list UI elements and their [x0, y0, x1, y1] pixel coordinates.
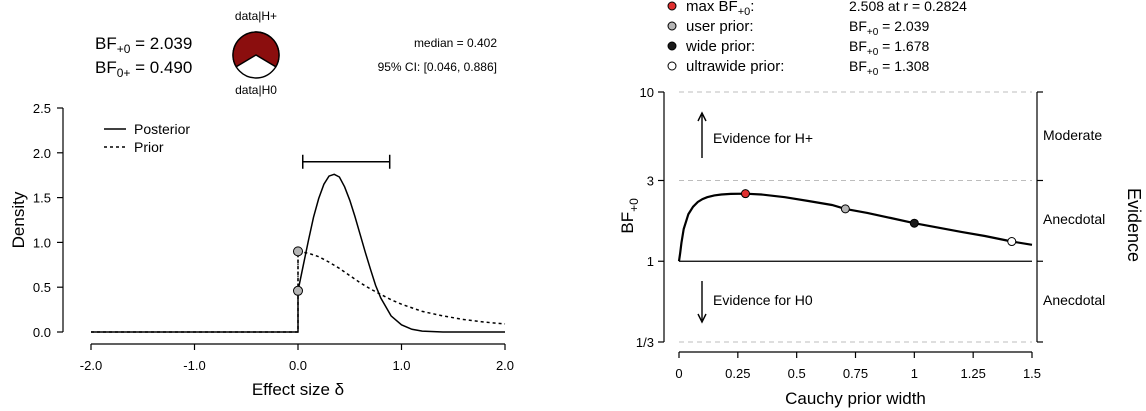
legend-max-bf-marker: [667, 1, 677, 11]
right-axes: 1/3 1 3 10 0 0.25 0.5 0.75 1 1.25 1.5 Cauchy prior …: [618, 85, 1043, 408]
bf-plus0-text: BF+0 = 2.039: [95, 34, 192, 56]
x-tick-label: 1.25: [961, 366, 986, 381]
y-tick-label: 3: [647, 173, 654, 188]
posterior-density-line: [91, 173, 505, 333]
arrow-down-head-icon: [697, 313, 707, 324]
x-tick-label: 1.5: [1023, 366, 1041, 381]
x-tick-label: 0.75: [843, 366, 868, 381]
prior-posterior-panel: BF+0 = 2.039 BF0+ = 0.490 data|H+ data|H…: [9, 9, 514, 399]
robustness-legend: max BF+0: 2.508 at r = 0.2824 user prior: B…: [667, 0, 967, 78]
legend-wide-prior-marker: [667, 41, 677, 51]
ci-text: 95% CI: [0.046, 0.886]: [378, 60, 497, 74]
y-tick-label: 1: [647, 254, 654, 269]
x-tick-label: 0: [675, 366, 682, 381]
y-tick-label: 0.0: [33, 325, 51, 340]
max-bf-point: [740, 189, 750, 199]
y-tick-label: 0.5: [33, 280, 51, 295]
legend-wide-prior-value: BF+0 = 1.678: [849, 38, 930, 58]
y-axis-title: BF+0: [618, 198, 641, 234]
left-plot-area: [91, 154, 506, 333]
pie-label-h-plus: data|H+: [235, 9, 277, 23]
legend-user-prior-label: user prior:: [686, 18, 754, 35]
legend-max-bf-label: max BF+0:: [686, 0, 754, 18]
legend-ultrawide-prior-label: ultrawide prior:: [686, 58, 784, 75]
legend-user-prior-marker: [667, 21, 677, 31]
bf-robustness-line: [677, 192, 1033, 262]
bf-0plus-text: BF0+ = 0.490: [95, 58, 192, 80]
wide-prior-point: [909, 218, 919, 228]
y-axis-title: Density: [9, 191, 28, 248]
arrow-up-head-icon: [697, 111, 707, 122]
evidence-label-moderate: Moderate: [1043, 127, 1102, 143]
legend-max-bf-value: 2.508 at r = 0.2824: [849, 0, 967, 14]
x-tick-label: 1.0: [392, 358, 410, 373]
x-axis-title: Cauchy prior width: [785, 389, 926, 408]
evidence-pie: [232, 31, 280, 79]
y-tick-label: 2.5: [33, 101, 51, 116]
legend-posterior-label: Posterior: [134, 121, 190, 137]
evidence-h-zero-label: Evidence for H0: [713, 292, 813, 308]
evidence-label-anecdotal-upper: Anecdotal: [1043, 211, 1105, 227]
x-tick-label: -1.0: [183, 358, 205, 373]
y-tick-label: 10: [640, 85, 654, 100]
left-axes: -2.0 -1.0 0.0 1.0 2.0 0.0 0.5 1.0 1.5 2.0 2.5 Effec…: [9, 101, 514, 399]
x-tick-label: 0.5: [788, 366, 806, 381]
prior-height-point: [293, 246, 303, 257]
x-tick-label: 0.0: [289, 358, 307, 373]
legend-wide-prior-label: wide prior:: [685, 38, 755, 55]
evidence-h-plus-label: Evidence for H+: [713, 130, 813, 146]
legend-prior-label: Prior: [134, 139, 164, 155]
y-tick-label: 1.5: [33, 191, 51, 206]
ultrawide-prior-point: [1007, 237, 1017, 247]
right-plot-area: [677, 189, 1033, 262]
x-tick-label: 1: [911, 366, 918, 381]
user-prior-point: [840, 204, 850, 214]
prior-density-line: [91, 250, 506, 333]
robustness-panel: max BF+0: 2.508 at r = 0.2824 user prior: B…: [618, 0, 1144, 408]
pie-label-h-zero: data|H0: [235, 83, 277, 97]
x-tick-label: 0.25: [725, 366, 750, 381]
x-tick-label: 2.0: [496, 358, 514, 373]
y-tick-label: 2.0: [33, 146, 51, 161]
x-tick-label: -2.0: [80, 358, 102, 373]
y-tick-label: 1/3: [636, 335, 654, 350]
evidence-label-anecdotal-lower: Anecdotal: [1043, 292, 1105, 308]
legend-ultrawide-prior-value: BF+0 = 1.308: [849, 58, 930, 78]
x-axis-title: Effect size δ: [252, 380, 344, 399]
legend-user-prior-value: BF+0 = 2.039: [849, 18, 930, 38]
posterior-height-point: [293, 285, 303, 296]
median-text: median = 0.402: [414, 36, 497, 50]
evidence-axis-title: Evidence: [1124, 188, 1144, 262]
legend-ultrawide-prior-marker: [667, 61, 677, 71]
y-tick-label: 1.0: [33, 235, 51, 250]
pie-h-plus-slice: [232, 31, 280, 68]
